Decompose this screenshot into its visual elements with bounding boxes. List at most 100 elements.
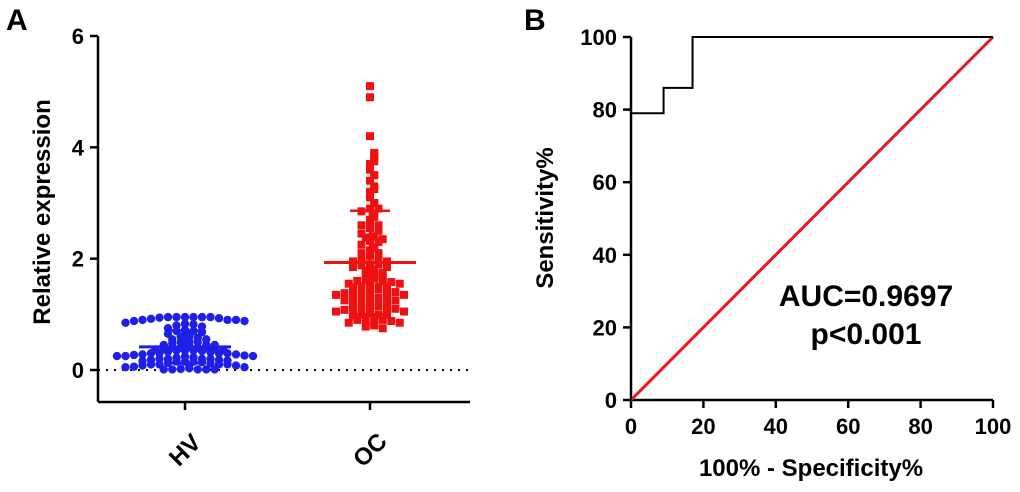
oc-point (366, 187, 374, 196)
oc-point (370, 171, 379, 180)
panel-b-xtick-label: 60 (836, 414, 860, 439)
category-label: HV (164, 429, 207, 472)
hv-point (163, 312, 173, 322)
hv-point (121, 351, 130, 361)
oc-point (395, 318, 404, 327)
oc-point (344, 279, 353, 288)
hv-point (146, 355, 156, 365)
oc-point (378, 315, 387, 324)
hv-point (146, 314, 156, 323)
oc-point (391, 288, 400, 297)
panel-a-ytick-label: 0 (72, 358, 84, 383)
hv-point (155, 313, 164, 322)
hv-point (189, 312, 198, 322)
panel-b-xtick-label: 80 (908, 414, 932, 439)
hv-point (206, 312, 215, 322)
oc-point (366, 132, 374, 141)
panel-b-xtick-label: 0 (625, 414, 637, 439)
hv-point (231, 361, 241, 370)
panel-b-ticks: 0 20 40 60 80 100 0 20 40 60 80 100 (580, 25, 1011, 439)
oc-point (340, 305, 349, 314)
hv-point (129, 316, 139, 326)
hv-point (193, 365, 202, 374)
oc-point (366, 193, 374, 202)
oc-point (387, 317, 396, 326)
oc-point (374, 299, 383, 308)
panel-b-xtick-label: 40 (764, 414, 788, 439)
oc-point (370, 157, 379, 166)
oc-point (370, 212, 379, 221)
panel-a-xlabels: HV OC (164, 428, 393, 473)
hv-point (231, 350, 241, 359)
hv-point (112, 351, 122, 361)
oc-point (383, 293, 391, 302)
oc-point (370, 271, 379, 280)
oc-point (370, 321, 379, 330)
p-value-annotation: p<0.001 (811, 318, 922, 351)
roc-curve (630, 36, 993, 400)
oc-point (340, 289, 349, 298)
hv-point (172, 312, 181, 322)
hv-point (197, 322, 207, 331)
hv-point (172, 321, 181, 330)
oc-point (370, 313, 379, 322)
hv-point (172, 353, 181, 362)
hv-point (202, 335, 211, 344)
hv-point (248, 351, 258, 361)
oc-point (349, 300, 357, 309)
oc-point (332, 290, 340, 299)
oc-point (361, 233, 370, 242)
oc-point (374, 249, 383, 258)
oc-point (378, 276, 387, 285)
oc-point (357, 286, 366, 295)
hv-point (197, 354, 207, 364)
panel-a-yticks: 0 2 4 6 (72, 24, 372, 410)
hv-point (168, 365, 177, 374)
oc-point (349, 294, 357, 303)
oc-point (383, 304, 391, 313)
hv-point (189, 352, 198, 362)
oc-point (370, 199, 379, 207)
oc-point (387, 278, 396, 287)
hv-point (223, 356, 232, 365)
panel-b-ytick-label: 40 (593, 243, 617, 268)
oc-point (400, 307, 408, 316)
panel-b-letter: B (524, 4, 546, 37)
oc-point (357, 299, 366, 308)
oc-point (374, 221, 383, 230)
oc-point (349, 311, 357, 320)
category-label: OC (348, 428, 393, 473)
oc-point (400, 290, 408, 299)
hv-point (138, 315, 147, 325)
oc-point (366, 204, 374, 213)
oc-point (391, 304, 400, 313)
panel-a-axes (96, 36, 470, 404)
auc-annotation: AUC=0.9697 (779, 280, 953, 313)
hv-point (197, 312, 207, 322)
panel-a-points (112, 82, 416, 374)
oc-point (357, 293, 366, 302)
oc-point (366, 160, 374, 169)
oc-point (353, 276, 362, 285)
oc-point (374, 237, 383, 246)
oc-point (374, 204, 383, 213)
panel-b-chart: B Sensitivity% 100% - Specificity% 0 20 40… (524, 4, 1011, 482)
hv-point (176, 364, 185, 374)
oc-point (361, 271, 370, 280)
oc-point (383, 288, 391, 297)
hv-point (129, 350, 139, 360)
hv-point (240, 316, 249, 326)
oc-point (383, 263, 391, 272)
panel-a-letter: A (6, 4, 28, 37)
oc-point (340, 296, 349, 305)
panel-a-ylabel: Relative expression (29, 99, 56, 324)
oc-point (370, 243, 379, 252)
panel-b-xtick-label: 100 (975, 414, 1012, 439)
hv-point (129, 362, 139, 371)
oc-point (383, 282, 391, 291)
oc-point (366, 93, 374, 102)
hv-point (185, 364, 194, 373)
oc-point (374, 282, 383, 291)
panel-b-ytick-label: 0 (605, 388, 617, 413)
